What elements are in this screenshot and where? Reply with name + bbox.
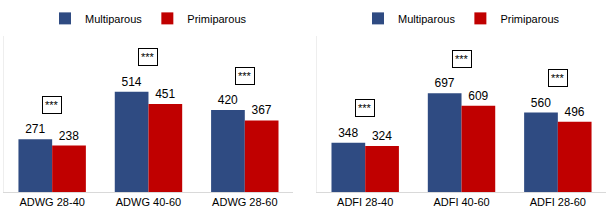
svg-text:***: *** (551, 72, 565, 84)
svg-text:***: *** (238, 70, 252, 82)
svg-text:560: 560 (531, 96, 551, 110)
svg-text:ADWG 28-40: ADWG 28-40 (19, 196, 84, 208)
svg-text:***: *** (141, 51, 155, 63)
svg-text:***: *** (45, 99, 59, 111)
svg-text:Multiparous: Multiparous (85, 13, 142, 25)
svg-text:496: 496 (565, 105, 585, 119)
svg-text:Primiparous: Primiparous (500, 13, 559, 25)
svg-text:***: *** (455, 53, 469, 65)
svg-text:ADFI 28-40: ADFI 28-40 (337, 196, 393, 208)
svg-text:420: 420 (218, 93, 238, 107)
svg-text:514: 514 (121, 75, 141, 89)
svg-text:697: 697 (434, 76, 454, 90)
svg-text:238: 238 (59, 129, 79, 143)
svg-text:609: 609 (468, 89, 488, 103)
svg-text:ADWG 28-60: ADWG 28-60 (212, 196, 277, 208)
svg-text:367: 367 (251, 103, 271, 117)
svg-text:324: 324 (372, 129, 392, 143)
svg-text:ADWG 40-60: ADWG 40-60 (116, 196, 181, 208)
svg-text:ADFI 28-60: ADFI 28-60 (530, 196, 586, 208)
svg-text:451: 451 (155, 87, 175, 101)
svg-text:ADFI 40-60: ADFI 40-60 (433, 196, 489, 208)
svg-text:348: 348 (338, 126, 358, 140)
svg-text:Primiparous: Primiparous (187, 13, 246, 25)
svg-text:271: 271 (25, 122, 45, 136)
svg-text:Multiparous: Multiparous (398, 13, 455, 25)
svg-text:***: *** (358, 102, 372, 114)
